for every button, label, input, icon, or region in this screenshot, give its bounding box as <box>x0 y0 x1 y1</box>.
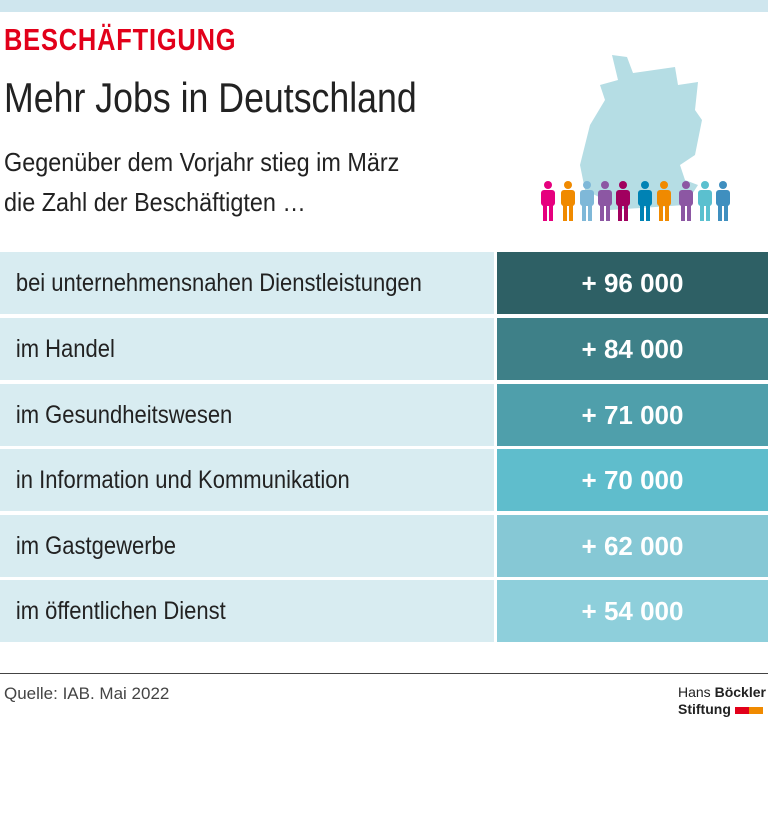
hans-boeckler-logo: Hans Böckler Stiftung <box>678 684 766 718</box>
people-group <box>541 181 730 221</box>
footer-rule <box>0 673 768 674</box>
person-icon <box>679 181 693 221</box>
table-row: in Information und Kommunikation + 70 000 <box>0 449 768 511</box>
row-value: + 54 000 <box>497 580 768 642</box>
logo-text: Böckler <box>714 684 766 700</box>
germany-map-icon <box>580 55 702 210</box>
person-icon <box>580 181 594 221</box>
row-label: im öffentlichen Dienst <box>15 596 226 625</box>
row-value: + 70 000 <box>497 449 768 511</box>
person-icon <box>638 181 652 221</box>
row-value: + 62 000 <box>497 515 768 577</box>
person-icon <box>541 181 555 221</box>
row-label: im Gesundheitswesen <box>15 400 233 429</box>
row-label: im Gastgewerbe <box>15 531 177 560</box>
person-icon <box>698 181 712 221</box>
row-label-cell: im Gesundheitswesen <box>0 384 494 446</box>
person-icon <box>616 181 630 221</box>
row-label-cell: in Information und Kommunikation <box>0 449 494 511</box>
row-label: im Handel <box>15 334 115 363</box>
table-row: im Handel + 84 000 <box>0 318 768 380</box>
row-value: + 96 000 <box>497 252 768 314</box>
logo-orange-bar <box>748 706 763 714</box>
row-label-cell: im Gastgewerbe <box>0 515 494 577</box>
row-label-cell: im öffentlichen Dienst <box>0 580 494 642</box>
person-icon <box>598 181 612 221</box>
person-icon <box>716 181 730 221</box>
person-icon <box>657 181 671 221</box>
subtitle-line: die Zahl der Beschäftigten … <box>4 187 306 217</box>
row-value: + 84 000 <box>497 318 768 380</box>
source-note: Quelle: IAB. Mai 2022 <box>4 684 170 703</box>
table-row: im Gastgewerbe + 62 000 <box>0 515 768 577</box>
person-icon <box>561 181 575 221</box>
row-label-cell: im Handel <box>0 318 494 380</box>
row-value: + 71 000 <box>497 384 768 446</box>
row-label-cell: bei unternehmensnahen Dienstleistungen <box>0 252 494 314</box>
table-row: im öffentlichen Dienst + 54 000 <box>0 580 768 642</box>
logo-text: Stiftung <box>678 701 731 717</box>
top-bar <box>0 0 768 12</box>
subtitle-line: Gegenüber dem Vorjahr stieg im März <box>4 147 400 177</box>
row-label: bei unternehmensnahen Dienstleistungen <box>15 268 422 297</box>
row-label: in Information und Kommunikation <box>15 465 350 494</box>
table-row: im Gesundheitswesen + 71 000 <box>0 384 768 446</box>
logo-red-bar <box>734 706 749 714</box>
germany-map-with-people-icon <box>541 55 730 221</box>
table-row: bei unternehmensnahen Dienstleistungen + … <box>0 252 768 314</box>
kicker: BESCHÄFTIGUNG <box>4 22 237 57</box>
logo-text: Hans <box>678 684 715 700</box>
subtitle: Gegenüber dem Vorjahr stieg im März die Z… <box>4 142 399 222</box>
page-title: Mehr Jobs in Deutschland <box>4 74 417 121</box>
